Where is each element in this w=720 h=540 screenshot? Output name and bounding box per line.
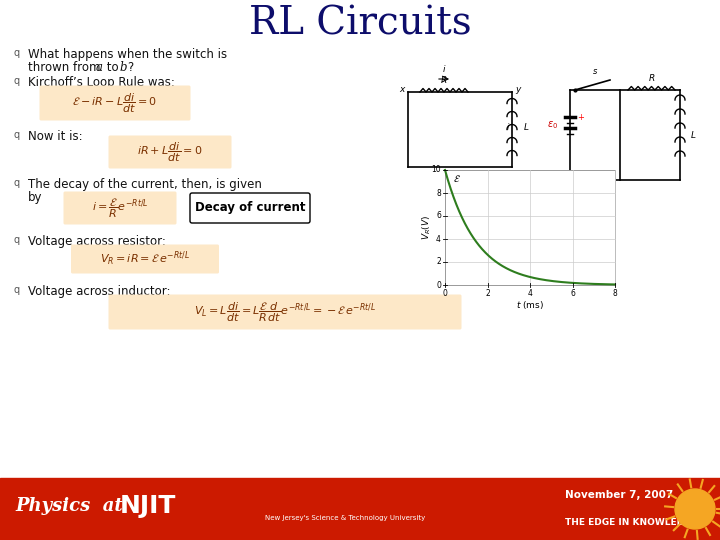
Text: i: i xyxy=(507,123,509,132)
Text: $iR+L\dfrac{di}{dt}=0$: $iR+L\dfrac{di}{dt}=0$ xyxy=(138,140,203,164)
Text: q: q xyxy=(14,285,20,295)
Text: NJIT: NJIT xyxy=(120,494,176,518)
Text: x: x xyxy=(400,85,405,94)
Text: i: i xyxy=(443,65,445,74)
Text: New Jersey's Science & Technology University: New Jersey's Science & Technology Univer… xyxy=(265,515,426,521)
Circle shape xyxy=(675,489,715,529)
Text: a: a xyxy=(96,61,103,74)
Text: L: L xyxy=(691,131,696,139)
Text: The decay of the current, then, is given: The decay of the current, then, is given xyxy=(28,178,262,191)
FancyBboxPatch shape xyxy=(40,85,191,120)
Text: November 7, 2007: November 7, 2007 xyxy=(565,490,673,501)
Text: q: q xyxy=(14,130,20,140)
Text: $\mathcal{E}$: $\mathcal{E}$ xyxy=(453,173,461,184)
Text: z: z xyxy=(515,169,520,178)
Text: q: q xyxy=(14,48,20,58)
Text: 2: 2 xyxy=(436,258,441,267)
Text: Voltage across resistor:: Voltage across resistor: xyxy=(28,235,166,248)
Text: s: s xyxy=(593,67,597,76)
Text: $\varepsilon_0$: $\varepsilon_0$ xyxy=(546,119,558,131)
Text: 4: 4 xyxy=(528,289,532,298)
Text: R: R xyxy=(441,76,447,85)
Text: Decay of current: Decay of current xyxy=(194,201,305,214)
Text: Kirchoff’s Loop Rule was:: Kirchoff’s Loop Rule was: xyxy=(28,76,175,89)
Text: 8: 8 xyxy=(436,188,441,198)
Text: b: b xyxy=(120,61,127,74)
Text: 8: 8 xyxy=(613,289,617,298)
Text: R: R xyxy=(649,74,654,83)
Text: $\mathcal{E}-iR-L\dfrac{di}{dt}=0$: $\mathcal{E}-iR-L\dfrac{di}{dt}=0$ xyxy=(73,91,158,114)
FancyBboxPatch shape xyxy=(109,136,232,168)
Text: THE EDGE IN KNOWLEDGE: THE EDGE IN KNOWLEDGE xyxy=(565,518,698,527)
Text: 10: 10 xyxy=(431,165,441,174)
Text: +: + xyxy=(577,112,584,122)
Text: q: q xyxy=(14,178,20,188)
Text: 2: 2 xyxy=(485,289,490,298)
Text: 4: 4 xyxy=(436,234,441,244)
Text: $V_R(V)$: $V_R(V)$ xyxy=(420,215,433,240)
Text: $i=\dfrac{\mathcal{E}}{R}e^{-Rt/L}$: $i=\dfrac{\mathcal{E}}{R}e^{-Rt/L}$ xyxy=(91,196,148,220)
Text: thrown from: thrown from xyxy=(28,61,104,74)
Text: ?: ? xyxy=(127,61,133,74)
Text: Physics  at: Physics at xyxy=(15,497,122,515)
Text: RL Circuits: RL Circuits xyxy=(248,5,472,43)
Text: 6: 6 xyxy=(570,289,575,298)
Text: by: by xyxy=(28,191,42,204)
Text: to: to xyxy=(103,61,122,74)
Text: q: q xyxy=(14,76,20,86)
Text: q: q xyxy=(14,235,20,245)
Bar xyxy=(445,170,615,285)
FancyBboxPatch shape xyxy=(190,193,310,223)
Text: 6: 6 xyxy=(436,212,441,220)
Text: 0: 0 xyxy=(436,280,441,289)
Text: $V_R=iR=\mathcal{E}\,e^{-Rt/L}$: $V_R=iR=\mathcal{E}\,e^{-Rt/L}$ xyxy=(100,250,190,268)
FancyBboxPatch shape xyxy=(71,245,219,273)
Text: Voltage across inductor:: Voltage across inductor: xyxy=(28,285,171,298)
Bar xyxy=(0,478,720,540)
Text: $t$ (ms): $t$ (ms) xyxy=(516,299,544,311)
Text: $V_L=L\dfrac{di}{dt}=L\dfrac{\mathcal{E}}{R}\dfrac{d}{dt}e^{-Rt/L}=-\mathcal{E}\: $V_L=L\dfrac{di}{dt}=L\dfrac{\mathcal{E}… xyxy=(194,300,376,324)
Text: What happens when the switch is: What happens when the switch is xyxy=(28,48,227,61)
Text: L: L xyxy=(524,123,529,132)
Text: Now it is:: Now it is: xyxy=(28,130,83,143)
Text: 0: 0 xyxy=(443,289,447,298)
FancyBboxPatch shape xyxy=(63,192,176,225)
Text: y: y xyxy=(515,85,521,94)
FancyBboxPatch shape xyxy=(109,294,462,329)
